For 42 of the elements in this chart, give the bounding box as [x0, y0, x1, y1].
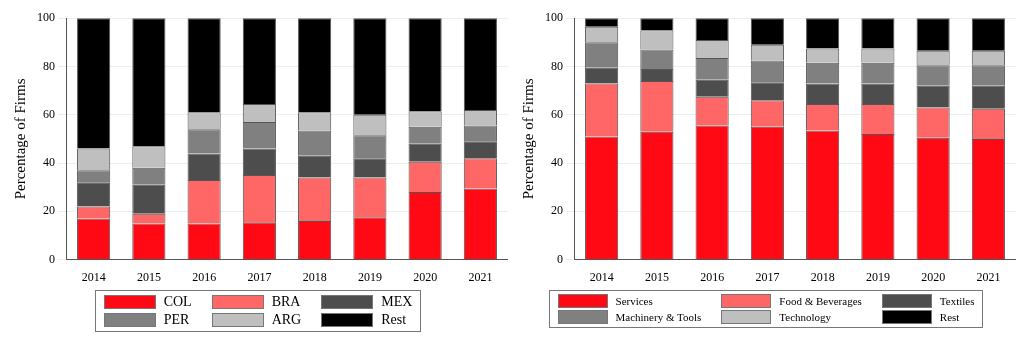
legend-label: ARG	[271, 312, 302, 328]
y-tick-label: 60	[551, 106, 563, 121]
y-axis-title: Percentage of Firms	[11, 78, 28, 200]
legend-label: Food & Beverages	[779, 295, 862, 307]
legend-label: COL	[163, 294, 192, 310]
x-tick-label: 2019	[865, 269, 890, 284]
legend-label: Technology	[779, 311, 832, 323]
legend-label: Rest	[381, 312, 407, 328]
legend-label: Machinery & Tools	[615, 311, 702, 323]
x-tick-label: 2021	[976, 269, 1001, 284]
x-tick-label: 2017	[755, 269, 780, 284]
x-tick-label: 2017	[247, 269, 272, 284]
y-tick-label: 20	[551, 203, 563, 218]
x-tick-label: 2016	[192, 269, 217, 284]
y-tick-label: 20	[43, 203, 55, 218]
legend-label: MEX	[381, 294, 413, 310]
x-tick-label: 2020	[921, 269, 946, 284]
y-tick-label: 0	[49, 251, 55, 266]
x-tick-label: 2014	[589, 269, 614, 284]
x-tick-label: 2018	[302, 269, 327, 284]
y-tick-label: 80	[43, 58, 55, 73]
x-tick-label: 2016	[700, 269, 725, 284]
legend-label: BRA	[271, 294, 301, 310]
legend-label: PER	[163, 312, 190, 328]
x-tick-label: 2019	[357, 269, 382, 284]
y-tick-label: 100	[545, 10, 563, 25]
legend-label: Services	[615, 295, 653, 307]
x-tick-label: 2021	[468, 269, 493, 284]
y-tick-label: 80	[551, 58, 563, 73]
x-tick-label: 2015	[644, 269, 669, 284]
y-tick-label: 60	[43, 106, 55, 121]
y-tick-label: 40	[551, 155, 563, 170]
x-tick-label: 2018	[810, 269, 835, 284]
x-tick-label: 2014	[81, 269, 106, 284]
y-tick-label: 100	[37, 10, 55, 25]
legend-label: Rest	[939, 311, 960, 323]
y-tick-label: 0	[557, 251, 563, 266]
y-axis-title: Percentage of Firms	[519, 78, 536, 200]
x-tick-label: 2020	[413, 269, 438, 284]
legend-label: Textiles	[939, 295, 975, 307]
y-tick-label: 40	[43, 155, 55, 170]
x-tick-label: 2015	[136, 269, 161, 284]
